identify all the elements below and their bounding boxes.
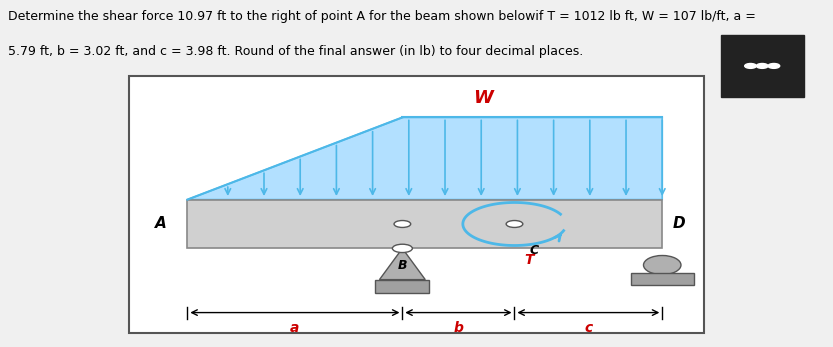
- Polygon shape: [380, 248, 426, 280]
- Circle shape: [506, 221, 523, 228]
- Text: C: C: [530, 244, 539, 257]
- Bar: [631, 273, 694, 285]
- Text: B: B: [397, 259, 407, 272]
- Text: D: D: [672, 217, 685, 231]
- Text: 5.79 ft, b = 3.02 ft, and c = 3.98 ft. Round of the final answer (in lb) to four: 5.79 ft, b = 3.02 ft, and c = 3.98 ft. R…: [8, 45, 584, 58]
- Circle shape: [745, 64, 756, 68]
- Text: W: W: [473, 89, 493, 107]
- Circle shape: [756, 64, 768, 68]
- Circle shape: [394, 221, 411, 228]
- Bar: [129, 76, 704, 333]
- Text: Determine the shear force 10.97 ft to the right of point A for the beam shown be: Determine the shear force 10.97 ft to th…: [8, 10, 756, 23]
- Text: a: a: [290, 321, 300, 335]
- Text: T: T: [525, 253, 534, 267]
- Text: A: A: [155, 217, 167, 231]
- Text: b: b: [453, 321, 463, 335]
- Ellipse shape: [643, 255, 681, 274]
- Polygon shape: [187, 117, 662, 200]
- Circle shape: [768, 64, 780, 68]
- Circle shape: [392, 244, 412, 253]
- Text: c: c: [584, 321, 592, 335]
- Bar: [721, 35, 804, 97]
- Bar: [187, 200, 662, 248]
- Bar: [376, 280, 430, 294]
